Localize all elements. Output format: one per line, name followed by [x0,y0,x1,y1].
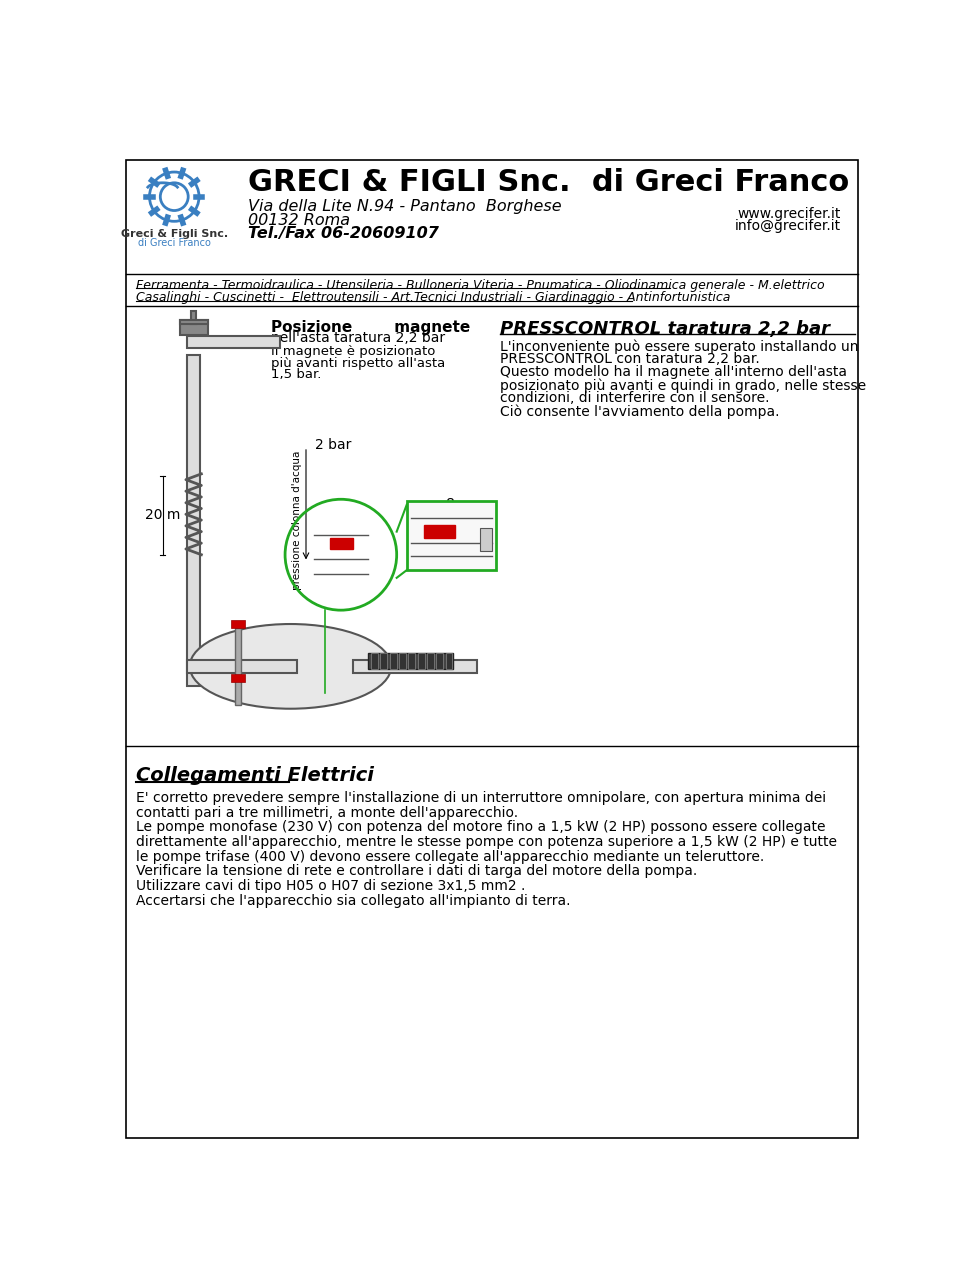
Text: www.grecifer.it: www.grecifer.it [737,207,841,221]
Bar [230,674,245,682]
Bar [436,653,444,669]
Bar [234,628,241,705]
Bar [230,620,245,628]
Text: le pompe trifase (400 V) devono essere collegate all'apparecchio mediante un tel: le pompe trifase (400 V) devono essere c… [135,850,764,864]
Text: 1,5 bar.: 1,5 bar. [271,368,322,382]
Ellipse shape [190,624,392,709]
Text: nell'asta taratura 2,2 bar: nell'asta taratura 2,2 bar [271,332,445,346]
Text: più avanti rispetto all'asta: più avanti rispetto all'asta [271,356,445,370]
Text: contatti pari a tre millimetri, a monte dell'apparecchio.: contatti pari a tre millimetri, a monte … [135,806,517,819]
Bar [390,653,396,669]
Text: pressione colonna d'acqua: pressione colonna d'acqua [292,450,301,590]
Bar [380,653,388,669]
Text: di Greci Franco: di Greci Franco [138,238,210,248]
Bar [191,311,196,324]
Bar [330,538,353,549]
Text: GRECI & FIGLI Snc.  di Greci Franco: GRECI & FIGLI Snc. di Greci Franco [248,168,850,197]
Bar [427,653,434,669]
Bar [418,653,424,669]
Text: Utilizzare cavi di tipo H05 o H07 di sezione 3x1,5 mm2 .: Utilizzare cavi di tipo H05 o H07 di sez… [135,878,525,892]
Bar [180,320,207,324]
Bar [372,653,378,669]
Text: condizioni, di interferire con il sensore.: condizioni, di interferire con il sensor… [500,391,769,405]
Text: Tel./Fax 06-20609107: Tel./Fax 06-20609107 [248,226,439,240]
Bar [187,336,280,349]
Text: Le pompe monofase (230 V) con potenza del motore fino a 1,5 kW (2 HP) possono es: Le pompe monofase (230 V) con potenza de… [135,820,825,835]
Bar [423,526,455,538]
Text: L'inconveniente può essere superato installando un: L'inconveniente può essere superato inst… [500,340,858,354]
Bar [480,527,492,550]
Text: posizionato più avanti e quindi in grado, nelle stesse: posizionato più avanti e quindi in grado… [500,378,866,394]
Bar [352,660,476,673]
Text: Posizione        magnete: Posizione magnete [271,320,470,334]
Text: Verificare la tensione di rete e controllare i dati di targa del motore della po: Verificare la tensione di rete e control… [135,864,697,878]
Text: 8: 8 [446,496,455,511]
Bar [187,355,200,685]
Bar [180,320,207,336]
Text: info@grecifer.it: info@grecifer.it [734,219,841,233]
Text: PRESSCONTROL con taratura 2,2 bar.: PRESSCONTROL con taratura 2,2 bar. [500,352,759,367]
Bar [187,660,297,673]
Bar [445,653,452,669]
Bar [368,653,453,669]
Text: Collegamenti Elettrici: Collegamenti Elettrici [135,766,373,786]
Text: Casalinghi - Cuscinetti -  Elettroutensili - Art.Tecnici Industriali - Giardinag: Casalinghi - Cuscinetti - Elettroutensil… [135,291,730,303]
Text: PRESSCONTROL taratura 2,2 bar: PRESSCONTROL taratura 2,2 bar [500,320,829,338]
Bar [134,309,491,747]
Text: Questo modello ha il magnete all'interno dell'asta: Questo modello ha il magnete all'interno… [500,365,847,379]
Text: 20 m: 20 m [145,508,180,522]
Text: 00132 Roma: 00132 Roma [248,213,349,228]
Text: direttamente all'apparecchio, mentre le stesse pompe con potenza superiore a 1,5: direttamente all'apparecchio, mentre le … [135,835,836,849]
Text: Ferramenta - Termoidraulica - Utensileria - Bulloneria Viteria - Pnumatica - Oli: Ferramenta - Termoidraulica - Utensileri… [135,279,824,292]
Bar [408,653,416,669]
Text: Via della Lite N.94 - Pantano  Borghese: Via della Lite N.94 - Pantano Borghese [248,199,562,213]
Text: Accertarsi che l'apparecchio sia collegato all'impianto di terra.: Accertarsi che l'apparecchio sia collega… [135,894,570,908]
FancyBboxPatch shape [407,500,496,570]
Text: Ciò consente l'avviamento della pompa.: Ciò consente l'avviamento della pompa. [500,405,780,419]
Text: 2 bar: 2 bar [315,439,351,453]
Text: Greci & Figli Snc.: Greci & Figli Snc. [121,229,228,239]
Text: Il magnete è posizionato: Il magnete è posizionato [271,345,436,359]
Text: E' corretto prevedere sempre l'installazione di un interruttore omnipolare, con : E' corretto prevedere sempre l'installaz… [135,791,826,805]
Bar [399,653,406,669]
